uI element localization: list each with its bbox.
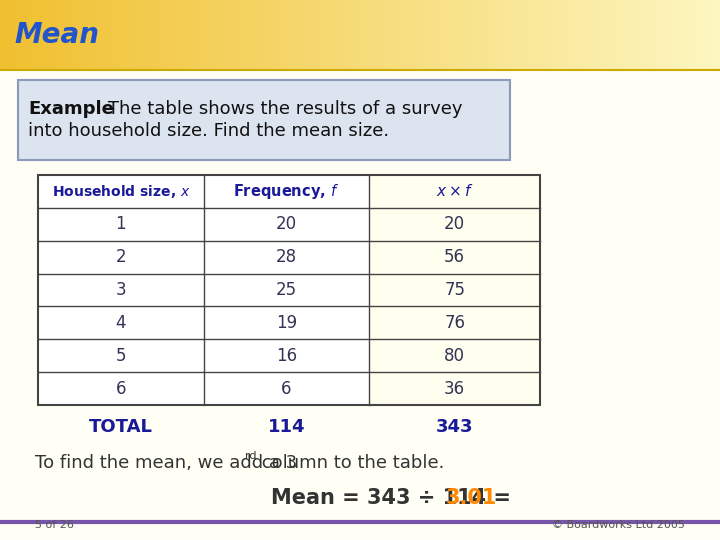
Bar: [369, 339, 540, 372]
Text: 20: 20: [444, 215, 465, 233]
Bar: [204, 175, 369, 208]
Text: 75: 75: [444, 281, 465, 299]
Bar: [204, 241, 369, 274]
Bar: [369, 175, 540, 208]
Text: column to the table.: column to the table.: [256, 454, 444, 472]
Bar: [204, 339, 369, 372]
Text: 3: 3: [115, 281, 126, 299]
Bar: [204, 372, 369, 405]
Bar: [38, 175, 540, 405]
Text: 5 of 26: 5 of 26: [35, 520, 74, 530]
Text: 6: 6: [116, 380, 126, 397]
Text: Mean: Mean: [14, 21, 99, 49]
Bar: [38, 372, 204, 405]
Text: 36: 36: [444, 380, 465, 397]
Text: 2: 2: [115, 248, 126, 266]
Bar: [204, 306, 369, 339]
Text: rd: rd: [245, 451, 256, 461]
Text: 76: 76: [444, 314, 465, 332]
Text: 19: 19: [276, 314, 297, 332]
Bar: [38, 241, 204, 274]
Bar: [38, 274, 204, 306]
Text: 4: 4: [116, 314, 126, 332]
Bar: [369, 241, 540, 274]
Bar: [38, 339, 204, 372]
Bar: [204, 274, 369, 306]
Text: 5: 5: [116, 347, 126, 364]
Text: Frequency, $f$: Frequency, $f$: [233, 182, 340, 201]
Text: into household size. Find the mean size.: into household size. Find the mean size.: [28, 122, 389, 140]
Text: $x \times f$: $x \times f$: [436, 184, 473, 199]
Text: Mean = 343 ÷ 114 =: Mean = 343 ÷ 114 =: [271, 488, 518, 508]
Bar: [204, 208, 369, 241]
Bar: [369, 306, 540, 339]
Text: 20: 20: [276, 215, 297, 233]
Bar: [369, 372, 540, 405]
Text: 25: 25: [276, 281, 297, 299]
Text: 56: 56: [444, 248, 465, 266]
Text: Example: Example: [28, 100, 114, 118]
Bar: [38, 306, 204, 339]
Text: 6: 6: [282, 380, 292, 397]
Text: 16: 16: [276, 347, 297, 364]
Text: Household size, $x$: Household size, $x$: [52, 183, 190, 200]
Text: 28: 28: [276, 248, 297, 266]
Bar: [38, 208, 204, 241]
Bar: [369, 274, 540, 306]
Text: 80: 80: [444, 347, 465, 364]
Text: 3.01: 3.01: [446, 488, 497, 508]
Text: TOTAL: TOTAL: [89, 418, 153, 436]
Bar: [369, 208, 540, 241]
Text: 343: 343: [436, 418, 474, 436]
Text: 114: 114: [268, 418, 305, 436]
Text: : The table shows the results of a survey: : The table shows the results of a surve…: [96, 100, 462, 118]
Text: 1: 1: [115, 215, 126, 233]
Bar: [38, 175, 204, 208]
Bar: [18, 80, 510, 160]
Text: © Boardworks Ltd 2005: © Boardworks Ltd 2005: [552, 520, 685, 530]
Text: To find the mean, we add a 3: To find the mean, we add a 3: [35, 454, 297, 472]
